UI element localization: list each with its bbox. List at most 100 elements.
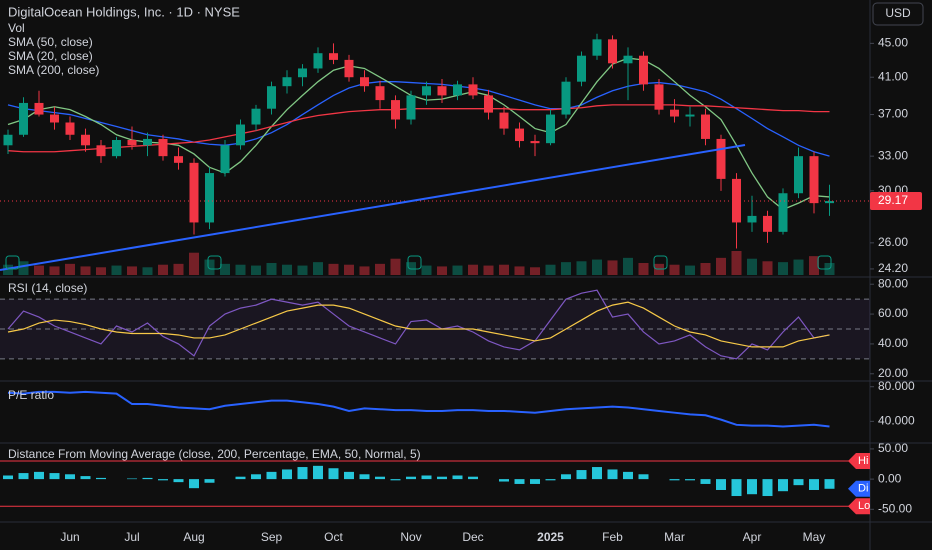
histogram-bar [824, 479, 835, 489]
candle-body [763, 215, 772, 232]
histogram-bar [189, 479, 199, 489]
volume-legend: Vol [8, 21, 25, 35]
currency-label: USD [885, 6, 911, 20]
volume-bar [189, 252, 199, 275]
volume-bar [375, 263, 385, 275]
volume-bar [623, 257, 633, 275]
candle-body [298, 68, 307, 78]
candle-body [484, 95, 493, 113]
histogram-bar [80, 476, 91, 480]
candle-body [329, 53, 338, 60]
candle-body [189, 162, 199, 223]
dma-title: Distance From Moving Average (close, 200… [8, 447, 421, 461]
volume-bar [235, 264, 246, 275]
x-tick-label: Feb [602, 530, 623, 544]
histogram-bar [685, 479, 695, 481]
x-tick-label: Sep [261, 530, 283, 544]
histogram-bar [49, 473, 60, 480]
histogram-bar [514, 479, 525, 484]
value-tag-label: Di [858, 483, 868, 495]
volume-bar [34, 265, 44, 275]
y-tick-label: 33.00 [878, 148, 908, 162]
volume-bar [344, 264, 354, 275]
x-tick-label: 2025 [537, 530, 564, 544]
pe-title: P/E ratio [8, 388, 54, 402]
histogram-bar [127, 478, 137, 480]
volume-bar [514, 266, 525, 275]
volume-bar [158, 264, 168, 275]
histogram-bar [576, 470, 587, 480]
sma-legend: SMA (50, close) [8, 35, 93, 49]
candle-body [561, 81, 571, 115]
histogram-bar [390, 479, 401, 481]
volume-bar [731, 251, 742, 275]
histogram-bar [297, 467, 308, 480]
histogram-bar [34, 471, 44, 480]
volume-bar [607, 260, 618, 275]
candle-body [205, 173, 214, 223]
candle-body [360, 77, 369, 87]
histogram-bar [561, 474, 571, 480]
volume-bar [96, 267, 106, 275]
histogram-bar [607, 469, 618, 480]
candle-body [19, 102, 28, 135]
volume-bar [111, 265, 122, 275]
indicator-line [7, 289, 830, 360]
sma-line [7, 104, 830, 153]
volume-bar [592, 259, 602, 275]
histogram-bar [545, 479, 556, 481]
volume-bar [3, 264, 13, 275]
level-tag [848, 453, 870, 470]
volume-bar [437, 266, 447, 275]
candle-body [608, 39, 617, 64]
candle-body [639, 55, 648, 85]
histogram-bar [592, 467, 602, 480]
volume-bar [669, 264, 680, 275]
y-tick-label: 60.00 [878, 306, 908, 320]
currency-button[interactable] [872, 2, 924, 26]
histogram-bar [313, 465, 323, 480]
histogram-bar [452, 475, 463, 480]
volume-bar [80, 266, 91, 275]
candle-body [437, 86, 447, 96]
indicator-line [7, 301, 830, 348]
candle-body [592, 39, 602, 56]
volume-bar [499, 264, 509, 275]
candle-body [468, 84, 478, 96]
volume-bar [468, 264, 478, 275]
volume-bar [282, 264, 292, 275]
volume-bar [359, 266, 370, 275]
y-tick-label: -50.00 [878, 501, 912, 515]
y-tick-label: 80.00 [878, 276, 908, 290]
volume-bar [220, 263, 230, 275]
y-tick-label: 50.00 [878, 441, 908, 455]
y-tick-label: 24.20 [878, 261, 908, 275]
y-tick-label: 20.00 [878, 366, 908, 380]
candle-body [158, 138, 168, 157]
volume-bar [716, 257, 726, 275]
y-tick-label: 40.00 [878, 336, 908, 350]
candle-body [825, 201, 834, 204]
volume-bar [793, 259, 804, 275]
y-tick-label: 41.00 [878, 69, 908, 83]
candle-body [778, 193, 788, 232]
candle-body [65, 122, 75, 135]
candle-body [623, 55, 633, 64]
x-tick-label: Oct [324, 530, 343, 544]
candle-body [251, 108, 261, 125]
y-tick-label: 40.000 [878, 414, 915, 428]
x-tick-label: Mar [664, 530, 685, 544]
histogram-bar [96, 477, 106, 480]
volume-bar [297, 265, 308, 275]
histogram-bar [638, 474, 649, 480]
histogram-bar [778, 479, 788, 492]
candle-body [50, 114, 59, 123]
candle-body [716, 138, 726, 179]
histogram-bar [3, 475, 13, 480]
candle-body [313, 53, 323, 69]
y-tick-label: 45.00 [878, 36, 908, 50]
symbol-title: DigitalOcean Holdings, Inc. · 1D · NYSE [8, 4, 240, 19]
x-tick-label: Nov [400, 530, 421, 544]
volume-bar [747, 258, 757, 275]
